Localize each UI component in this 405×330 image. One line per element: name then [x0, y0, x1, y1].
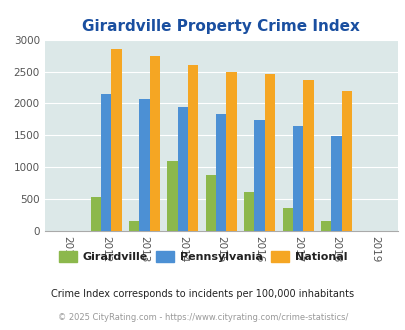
Legend: Girardville, Pennsylvania, National: Girardville, Pennsylvania, National [54, 247, 351, 267]
Bar [282, 208, 292, 231]
Text: © 2025 CityRating.com - https://www.cityrating.com/crime-statistics/: © 2025 CityRating.com - https://www.city… [58, 313, 347, 322]
Bar [177, 107, 188, 231]
Bar [292, 126, 303, 231]
Bar [264, 74, 275, 231]
Bar [111, 49, 122, 231]
Bar [149, 56, 160, 231]
Bar [205, 176, 215, 231]
Bar [243, 192, 254, 231]
Bar [226, 72, 236, 231]
Bar [320, 221, 330, 231]
Bar [101, 94, 111, 231]
Bar [188, 65, 198, 231]
Bar [215, 114, 226, 231]
Text: Crime Index corresponds to incidents per 100,000 inhabitants: Crime Index corresponds to incidents per… [51, 289, 354, 299]
Bar [341, 91, 351, 231]
Bar [330, 136, 341, 231]
Bar [139, 99, 149, 231]
Bar [129, 221, 139, 231]
Bar [254, 120, 264, 231]
Bar [303, 81, 313, 231]
Bar [167, 161, 177, 231]
Bar [90, 197, 101, 231]
Title: Girardville Property Crime Index: Girardville Property Crime Index [82, 19, 359, 34]
